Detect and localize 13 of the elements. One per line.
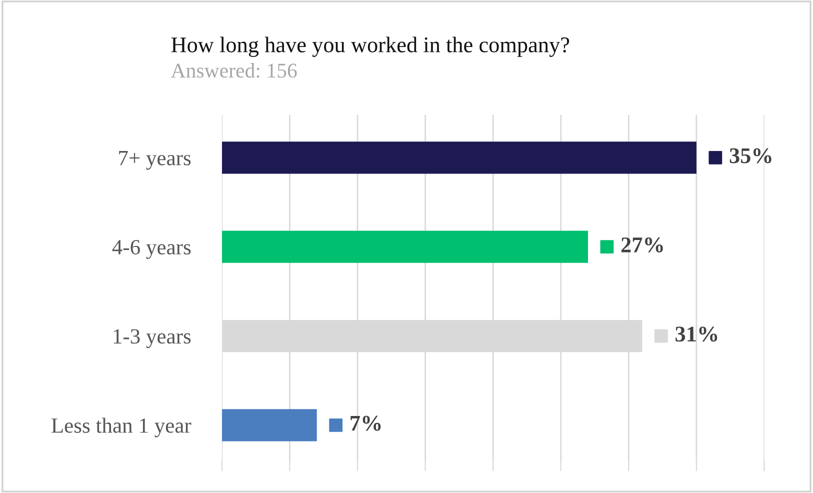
y-tick-label: 1-3 years [114,329,191,348]
data-label: 35% [730,148,772,164]
data-label: 27% [621,237,663,252]
chart-title: How long have you worked in the company? [171,36,570,57]
bar [222,142,696,174]
data-label: 31% [676,326,718,342]
y-tick-label: 4-6 years [112,240,191,259]
bar [222,409,317,442]
chart-subtitle: Answered: 156 [170,63,297,78]
y-tick-label: Less than 1 year [52,418,192,438]
data-label: 7% [350,416,381,431]
y-tick-label: 7+ years [119,151,191,170]
bar [222,230,588,263]
